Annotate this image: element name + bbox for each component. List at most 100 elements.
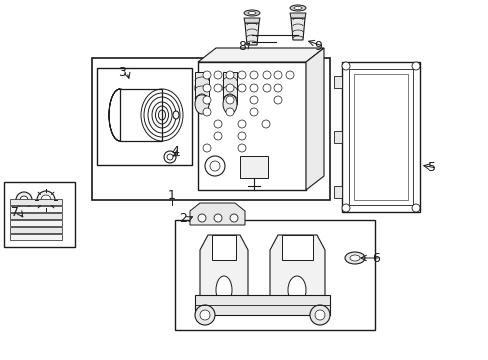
Circle shape	[229, 214, 238, 222]
Ellipse shape	[216, 276, 231, 304]
Text: 1: 1	[168, 189, 176, 202]
Bar	[10, 227, 62, 233]
Circle shape	[263, 84, 270, 92]
Polygon shape	[212, 235, 236, 260]
Ellipse shape	[287, 276, 305, 304]
Circle shape	[249, 108, 258, 116]
Text: 2: 2	[179, 212, 186, 225]
Circle shape	[214, 132, 222, 140]
Bar	[10, 206, 62, 212]
Polygon shape	[120, 89, 162, 141]
Circle shape	[214, 214, 222, 222]
Polygon shape	[333, 76, 341, 88]
Circle shape	[225, 96, 234, 104]
Circle shape	[238, 71, 245, 79]
Polygon shape	[333, 131, 341, 143]
Circle shape	[238, 84, 245, 92]
Text: 7: 7	[11, 207, 19, 220]
Ellipse shape	[349, 255, 359, 261]
Bar	[240, 156, 267, 178]
Bar	[175, 220, 374, 330]
Text: 5: 5	[427, 162, 435, 175]
Circle shape	[273, 71, 282, 79]
Bar	[353, 74, 407, 200]
Bar	[97, 68, 192, 165]
Polygon shape	[195, 295, 329, 315]
Bar	[10, 199, 62, 205]
Circle shape	[209, 161, 220, 171]
Circle shape	[314, 310, 325, 320]
Circle shape	[204, 156, 224, 176]
Polygon shape	[244, 18, 260, 23]
Text: 6: 6	[371, 252, 379, 265]
Circle shape	[20, 196, 28, 204]
Ellipse shape	[109, 89, 131, 141]
Circle shape	[225, 108, 234, 116]
Bar	[195, 72, 208, 104]
Ellipse shape	[195, 94, 208, 114]
Ellipse shape	[223, 78, 237, 98]
Circle shape	[309, 305, 329, 325]
Ellipse shape	[223, 94, 237, 114]
Circle shape	[203, 71, 210, 79]
Polygon shape	[333, 186, 341, 198]
Bar	[341, 62, 419, 212]
Polygon shape	[290, 18, 305, 40]
Bar	[4, 182, 75, 247]
Polygon shape	[289, 13, 305, 18]
Circle shape	[203, 108, 210, 116]
Circle shape	[249, 71, 258, 79]
Circle shape	[273, 96, 282, 104]
Bar	[92, 58, 329, 200]
Text: 3: 3	[118, 66, 126, 78]
Polygon shape	[282, 235, 312, 260]
Ellipse shape	[289, 5, 305, 11]
Circle shape	[249, 84, 258, 92]
Polygon shape	[244, 23, 259, 45]
Circle shape	[16, 192, 32, 208]
Bar	[223, 72, 237, 104]
Polygon shape	[200, 235, 247, 310]
Circle shape	[238, 132, 245, 140]
Circle shape	[200, 310, 209, 320]
Text: 8: 8	[238, 40, 245, 53]
Circle shape	[411, 204, 419, 212]
Circle shape	[214, 120, 222, 128]
Bar	[10, 213, 62, 219]
Circle shape	[341, 204, 349, 212]
Circle shape	[167, 154, 173, 160]
Circle shape	[238, 144, 245, 152]
Circle shape	[263, 71, 270, 79]
Circle shape	[203, 144, 210, 152]
Polygon shape	[198, 48, 324, 62]
Circle shape	[238, 120, 245, 128]
Circle shape	[37, 191, 55, 209]
Circle shape	[203, 96, 210, 104]
Circle shape	[225, 71, 234, 79]
Circle shape	[203, 84, 210, 92]
Ellipse shape	[247, 12, 256, 14]
Text: 9: 9	[313, 40, 321, 53]
Circle shape	[195, 305, 215, 325]
Ellipse shape	[173, 111, 179, 119]
Text: 4: 4	[171, 145, 179, 158]
Circle shape	[225, 84, 234, 92]
Ellipse shape	[293, 6, 302, 9]
Circle shape	[262, 120, 269, 128]
Polygon shape	[190, 203, 244, 225]
Circle shape	[41, 195, 51, 205]
Circle shape	[249, 96, 258, 104]
Circle shape	[285, 71, 293, 79]
Circle shape	[273, 84, 282, 92]
Ellipse shape	[195, 78, 208, 98]
Circle shape	[214, 71, 222, 79]
Bar	[10, 220, 62, 226]
Circle shape	[163, 151, 176, 163]
Circle shape	[411, 62, 419, 70]
Bar	[10, 234, 62, 240]
Bar	[198, 62, 305, 190]
Circle shape	[214, 84, 222, 92]
Polygon shape	[305, 48, 324, 190]
Bar	[348, 69, 412, 205]
Circle shape	[198, 214, 205, 222]
